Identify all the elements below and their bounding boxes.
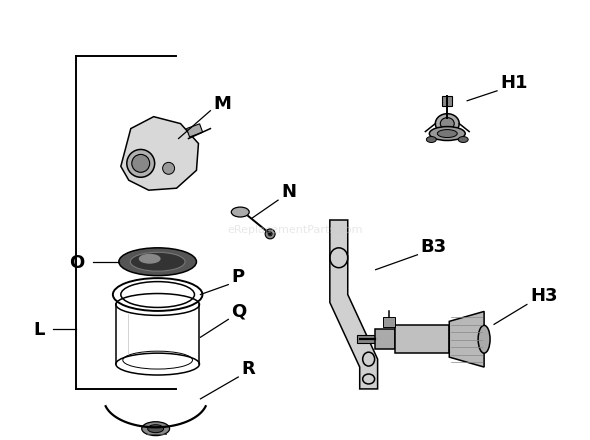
Bar bbox=[442, 96, 453, 106]
Text: Q: Q bbox=[231, 302, 247, 320]
Text: B3: B3 bbox=[421, 238, 447, 256]
Ellipse shape bbox=[430, 127, 465, 140]
Ellipse shape bbox=[130, 252, 185, 271]
Ellipse shape bbox=[148, 425, 163, 433]
Ellipse shape bbox=[427, 136, 437, 143]
Text: P: P bbox=[231, 268, 244, 286]
Bar bbox=[375, 329, 395, 349]
Text: L: L bbox=[33, 321, 45, 339]
Text: M: M bbox=[214, 95, 231, 113]
Text: N: N bbox=[281, 183, 296, 201]
Bar bbox=[382, 317, 395, 327]
Ellipse shape bbox=[435, 114, 459, 134]
Circle shape bbox=[265, 229, 275, 239]
Circle shape bbox=[268, 232, 272, 236]
Polygon shape bbox=[121, 117, 198, 190]
Ellipse shape bbox=[458, 136, 468, 143]
Circle shape bbox=[132, 154, 150, 172]
Ellipse shape bbox=[142, 422, 169, 436]
Ellipse shape bbox=[440, 117, 454, 129]
Polygon shape bbox=[330, 220, 378, 389]
Text: O: O bbox=[69, 254, 84, 271]
Ellipse shape bbox=[139, 254, 160, 264]
Ellipse shape bbox=[478, 325, 490, 353]
Text: H1: H1 bbox=[500, 74, 527, 92]
Circle shape bbox=[163, 162, 175, 174]
Text: eReplacementParts.com: eReplacementParts.com bbox=[227, 225, 363, 235]
Text: H3: H3 bbox=[530, 287, 558, 305]
Bar bbox=[186, 124, 203, 137]
Ellipse shape bbox=[437, 129, 457, 138]
Polygon shape bbox=[449, 312, 484, 367]
Circle shape bbox=[127, 150, 155, 177]
Ellipse shape bbox=[119, 248, 196, 275]
Text: R: R bbox=[241, 360, 255, 378]
Ellipse shape bbox=[231, 207, 249, 217]
Bar bbox=[357, 335, 375, 343]
Bar bbox=[395, 325, 449, 353]
